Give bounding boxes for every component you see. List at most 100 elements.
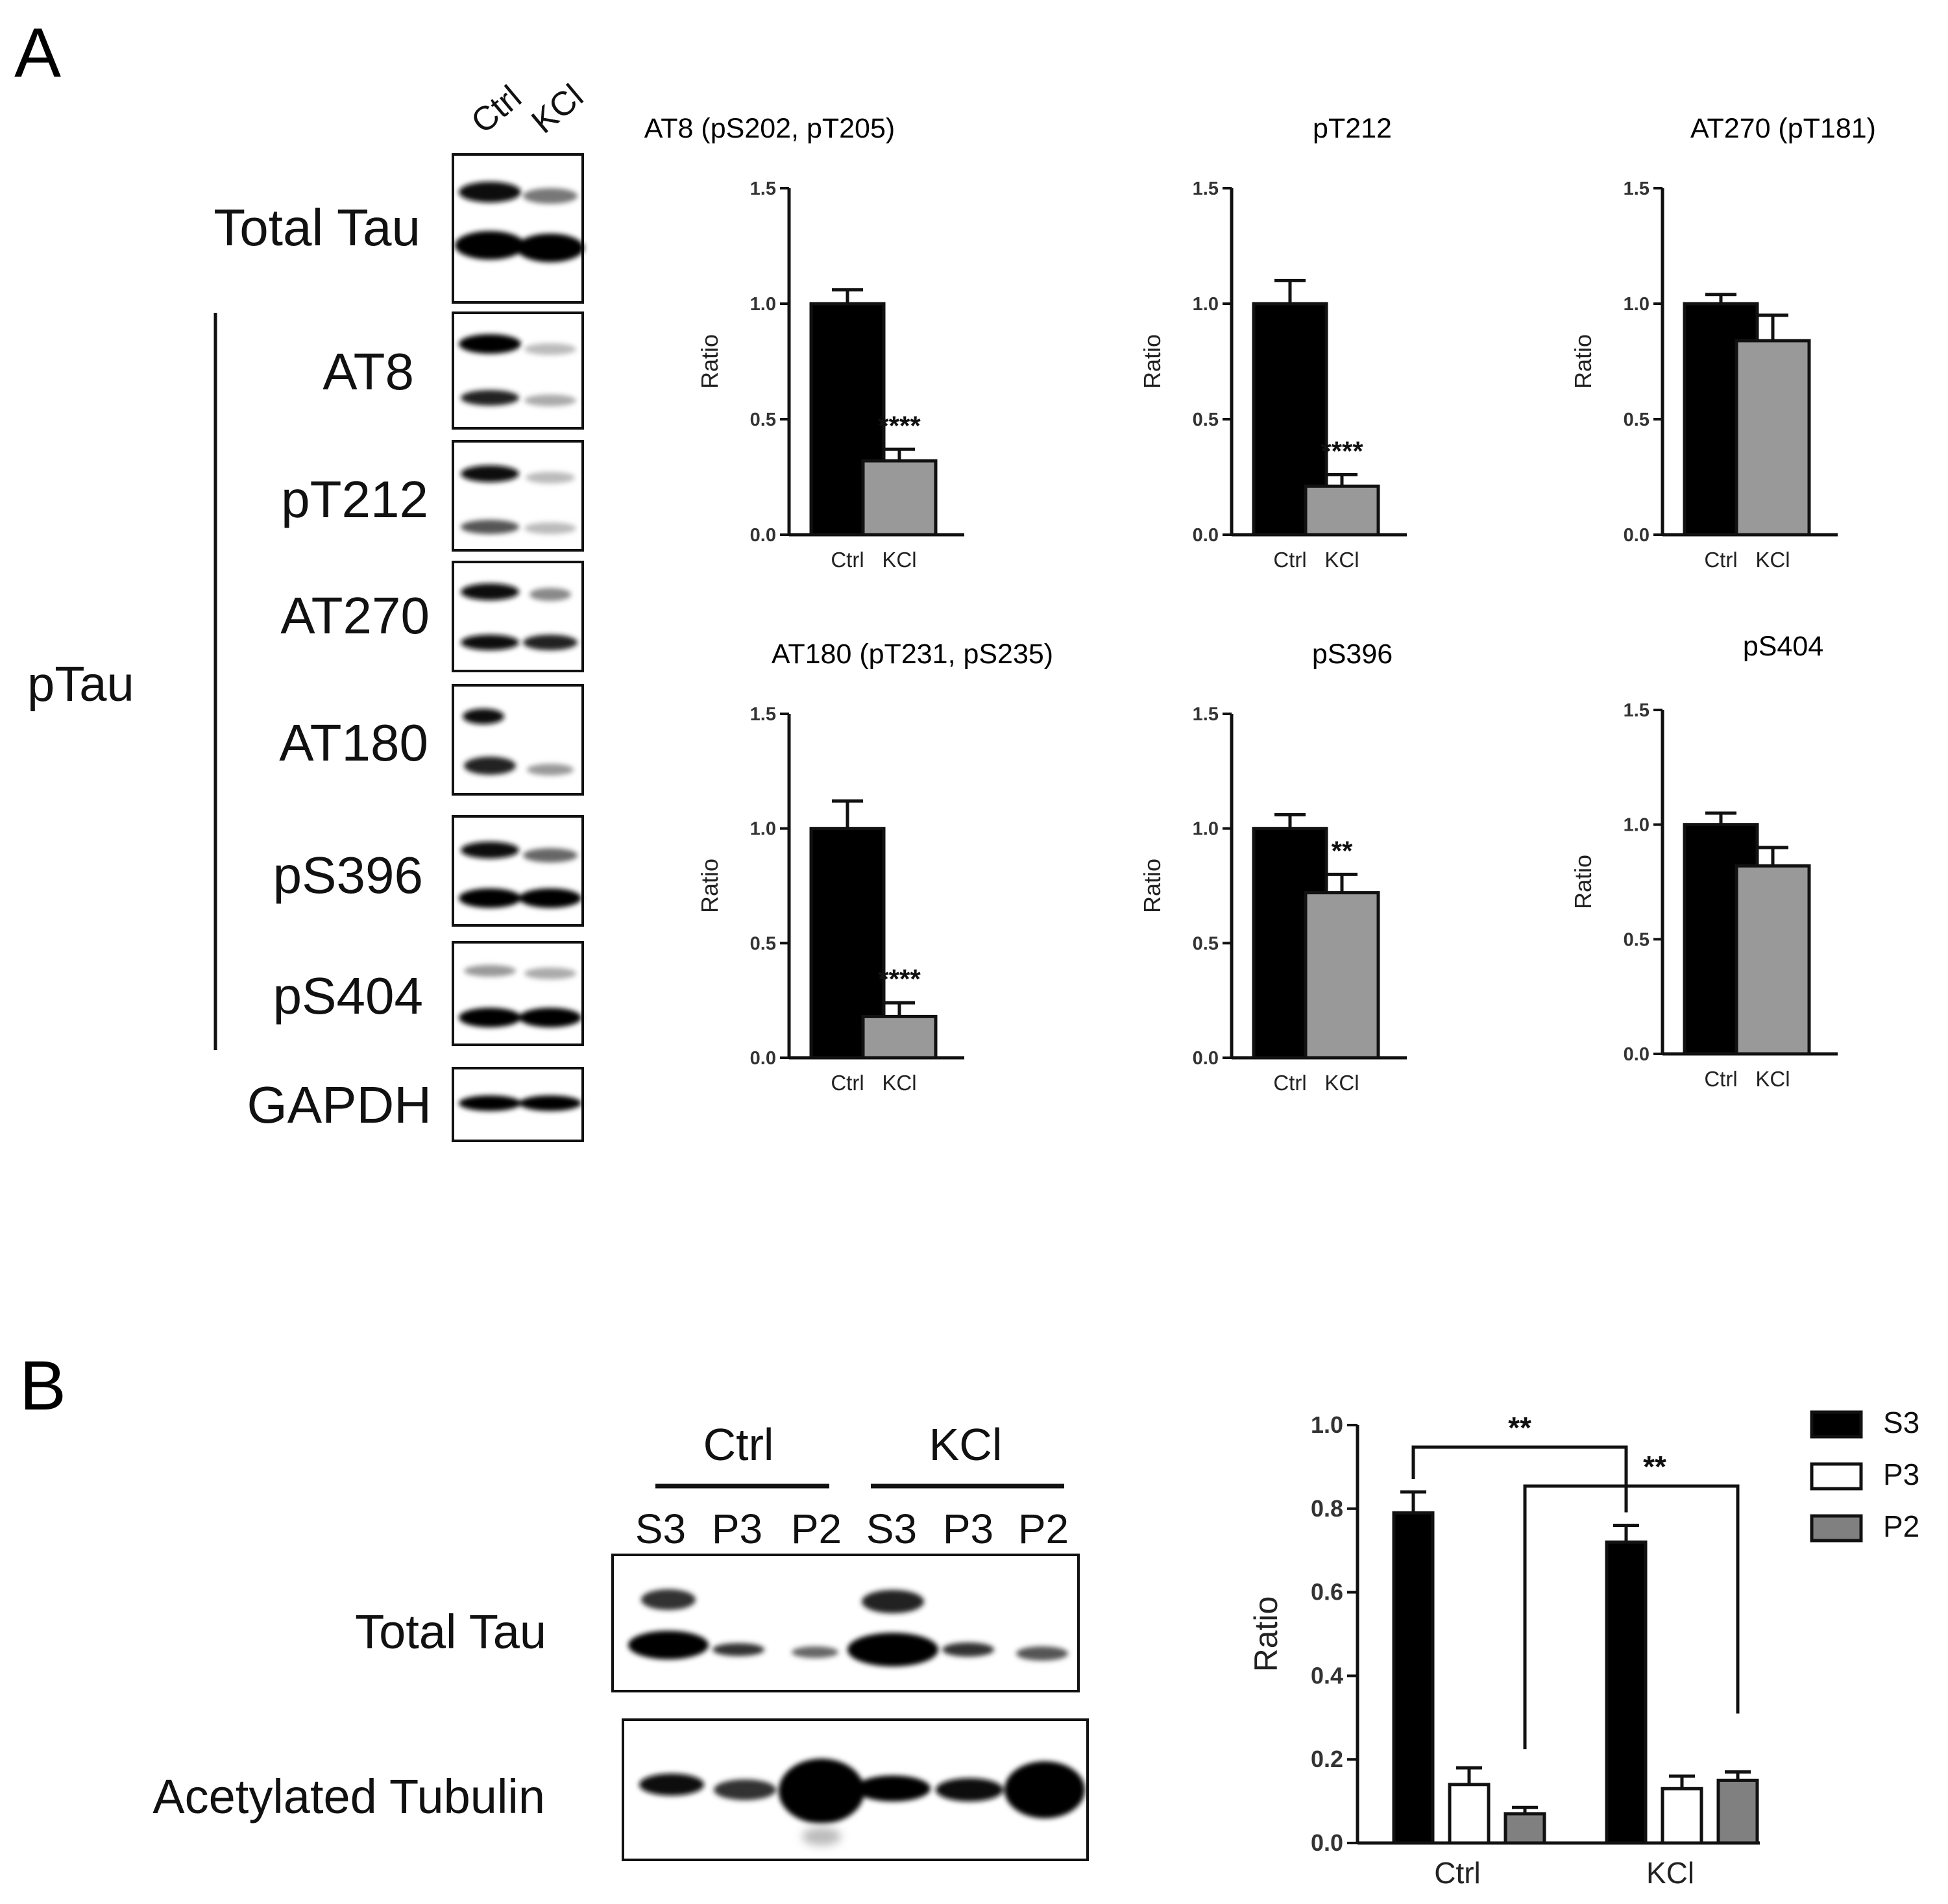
x-category-label: KCl <box>1755 548 1790 572</box>
blot-label-at270: AT270 <box>280 587 430 644</box>
y-axis-label: Ratio <box>1139 334 1165 389</box>
blot-b-lane-1: S3 <box>635 1506 686 1552</box>
significance-bracket <box>1411 1445 1628 1513</box>
blot-label-total-tau: Total Tau <box>213 199 420 256</box>
panel-a-charts: AT8 (pS202, pT205) 0.0 0.5 1.0 1.5 Ratio Ctrl K… <box>644 113 1876 1095</box>
x-category-label: Ctrl <box>1704 1067 1737 1091</box>
bar-chart-6: pS404 0.0 0.5 1.0 1.5 Ratio Ctrl KCl <box>1570 631 1838 1091</box>
bar <box>861 1014 938 1060</box>
significance-label: **** <box>878 964 921 994</box>
x-category-label: KCl <box>1646 1856 1694 1890</box>
y-tick-label: 1.5 <box>1624 700 1650 721</box>
blot-label-ps404: pS404 <box>273 967 423 1025</box>
blot-b-smear <box>802 1827 841 1846</box>
y-tick-label: 1.0 <box>750 819 776 840</box>
blot-a: Ctrl KCl Total Tau AT8 pT212 <box>27 77 590 1142</box>
x-category-label: Ctrl <box>831 1071 864 1095</box>
y-axis-label: Ratio <box>1248 1596 1284 1672</box>
chart-title: AT180 (pT231, pS235) <box>772 639 1053 670</box>
bar <box>1735 339 1811 537</box>
y-tick-label: 0.8 <box>1311 1495 1343 1522</box>
y-tick-label: 0.0 <box>1624 525 1650 546</box>
y-tick-label: 1.5 <box>1193 704 1219 725</box>
blot-b-lane-6: P2 <box>1018 1506 1069 1552</box>
blot-b-bands-total-tau <box>628 1589 1068 1666</box>
x-category-label: Ctrl <box>1273 1071 1306 1095</box>
blot-b-group-ctrl: Ctrl <box>703 1419 774 1470</box>
y-tick-label: 0.0 <box>1624 1044 1650 1065</box>
legend-label: S3 <box>1883 1406 1919 1439</box>
bar-chart-4: AT180 (pT231, pS235) 0.0 0.5 1.0 1.5 Ratio Ctr… <box>696 639 1053 1095</box>
panel-b-chart: 0.0 0.2 0.4 0.6 0.8 1.0 Ratio Ctrl KCl ** ** S3 P3 P2 <box>1248 1406 1919 1890</box>
blot-strip-at8 <box>452 311 584 430</box>
blot-b-group-kcl: KCl <box>929 1419 1003 1470</box>
legend-swatch <box>1810 1410 1863 1439</box>
y-tick-label: 1.5 <box>1193 178 1219 199</box>
chart-title: AT8 (pS202, pT205) <box>644 113 895 144</box>
legend-label: P3 <box>1883 1458 1919 1491</box>
x-category-label: KCl <box>882 1071 916 1095</box>
significance-bracket <box>1523 1484 1740 1750</box>
y-tick-label: 0.2 <box>1311 1746 1343 1772</box>
y-tick-label: 1.0 <box>1193 819 1219 840</box>
chart-title: AT270 (pT181) <box>1690 113 1876 144</box>
ptau-group-label: pTau <box>27 657 134 712</box>
y-tick-label: 0.0 <box>1193 1048 1219 1069</box>
bar <box>1605 1540 1648 1845</box>
blot-b-lane-2: P3 <box>712 1506 762 1552</box>
significance-label: **** <box>1321 435 1363 466</box>
y-tick-label: 0.4 <box>1311 1662 1343 1689</box>
y-tick-label: 1.0 <box>1193 294 1219 315</box>
significance-label: **** <box>878 410 921 441</box>
bar <box>861 459 938 537</box>
y-tick-label: 1.5 <box>1624 178 1650 199</box>
y-tick-label: 0.0 <box>750 525 776 546</box>
blot-label-at8: AT8 <box>323 343 414 400</box>
blot-b-label-total-tau: Total Tau <box>355 1605 546 1659</box>
y-axis-label: Ratio <box>1139 859 1165 913</box>
bands-ps396 <box>459 842 581 908</box>
bar <box>1304 484 1380 537</box>
x-category-label: Ctrl <box>1273 548 1306 572</box>
y-tick-label: 0.5 <box>1624 929 1650 950</box>
bands-at8 <box>459 334 576 406</box>
y-tick-label: 0.5 <box>1193 933 1219 954</box>
bar <box>1716 1778 1759 1845</box>
significance-label: ** <box>1643 1450 1666 1483</box>
bands-at180 <box>463 709 574 775</box>
x-category-label: Ctrl <box>831 548 864 572</box>
bar <box>1735 864 1811 1056</box>
blot-b-label-acetylated-tubulin: Acetylated Tubulin <box>152 1770 545 1824</box>
bar <box>1304 891 1380 1060</box>
y-tick-label: 1.0 <box>1624 815 1650 836</box>
bar-chart-1: AT8 (pS202, pT205) 0.0 0.5 1.0 1.5 Ratio Ctrl K… <box>644 113 964 572</box>
y-axis-label: Ratio <box>696 859 723 913</box>
bar <box>1392 1511 1435 1845</box>
y-tick-label: 0.5 <box>750 409 776 430</box>
chart-title: pS396 <box>1312 639 1393 670</box>
y-tick-label: 1.5 <box>750 178 776 199</box>
bar-chart-2: pT212 0.0 0.5 1.0 1.5 Ratio Ctrl KCl **** <box>1139 113 1407 572</box>
panel-b-label: B <box>19 1346 66 1424</box>
blot-label-pt212: pT212 <box>281 470 428 528</box>
y-tick-label: 0.5 <box>750 933 776 954</box>
blot-strip-pt212 <box>452 440 584 552</box>
y-tick-label: 1.5 <box>750 704 776 725</box>
lane-label-ctrl: Ctrl <box>464 79 528 141</box>
bands-pt212 <box>461 465 576 534</box>
x-category-label: KCl <box>1324 548 1359 572</box>
blot-label-gapdh: GAPDH <box>247 1076 432 1134</box>
blot-b-lane-3: P2 <box>791 1506 842 1552</box>
chart-title: pT212 <box>1313 113 1392 144</box>
grouped-bar-chart: 0.0 0.2 0.4 0.6 0.8 1.0 Ratio Ctrl KCl ** ** S3 P3 P2 <box>1248 1406 1919 1890</box>
bar <box>1661 1787 1703 1845</box>
legend-swatch <box>1810 1462 1863 1491</box>
bar-chart-5: pS396 0.0 0.5 1.0 1.5 Ratio Ctrl KCl ** <box>1139 639 1407 1095</box>
legend-swatch <box>1810 1514 1863 1543</box>
y-axis-label: Ratio <box>696 334 723 389</box>
x-category-label: KCl <box>1755 1067 1790 1091</box>
blot-b-strip-total-tau <box>611 1554 1080 1692</box>
bands-ps404 <box>459 965 581 1027</box>
bar <box>1504 1812 1546 1845</box>
bar <box>1448 1783 1491 1845</box>
